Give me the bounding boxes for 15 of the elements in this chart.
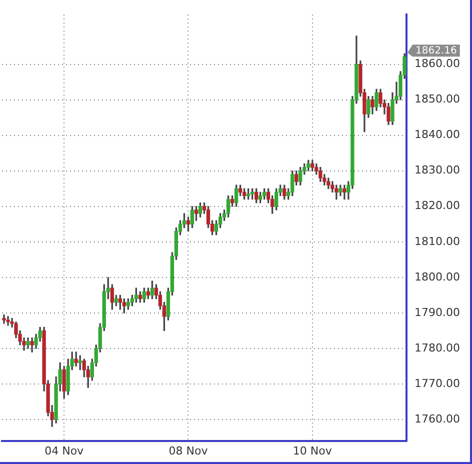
y-tick-label: 1840.00 xyxy=(414,128,460,142)
y-tick-label: 1810.00 xyxy=(414,234,460,248)
x-tick-label: 08 Nov xyxy=(168,444,208,458)
y-tick-label: 1830.00 xyxy=(414,164,460,177)
y-tick-label: 1790.00 xyxy=(414,306,460,319)
y-tick-label: 1800.00 xyxy=(414,270,460,284)
y-tick-label: 1820.00 xyxy=(414,199,460,212)
y-tick-label: 1770.00 xyxy=(414,376,460,390)
y-tick-label: 1860.00 xyxy=(414,57,460,70)
y-tick-label: 1780.00 xyxy=(414,341,460,354)
y-tick-label: 1850.00 xyxy=(414,92,460,106)
y-tick-label: 1760.00 xyxy=(414,412,460,426)
x-tick-label: 10 Nov xyxy=(292,444,332,458)
x-tick-label: 04 Nov xyxy=(44,444,84,458)
text: 1862.16 xyxy=(416,46,457,57)
